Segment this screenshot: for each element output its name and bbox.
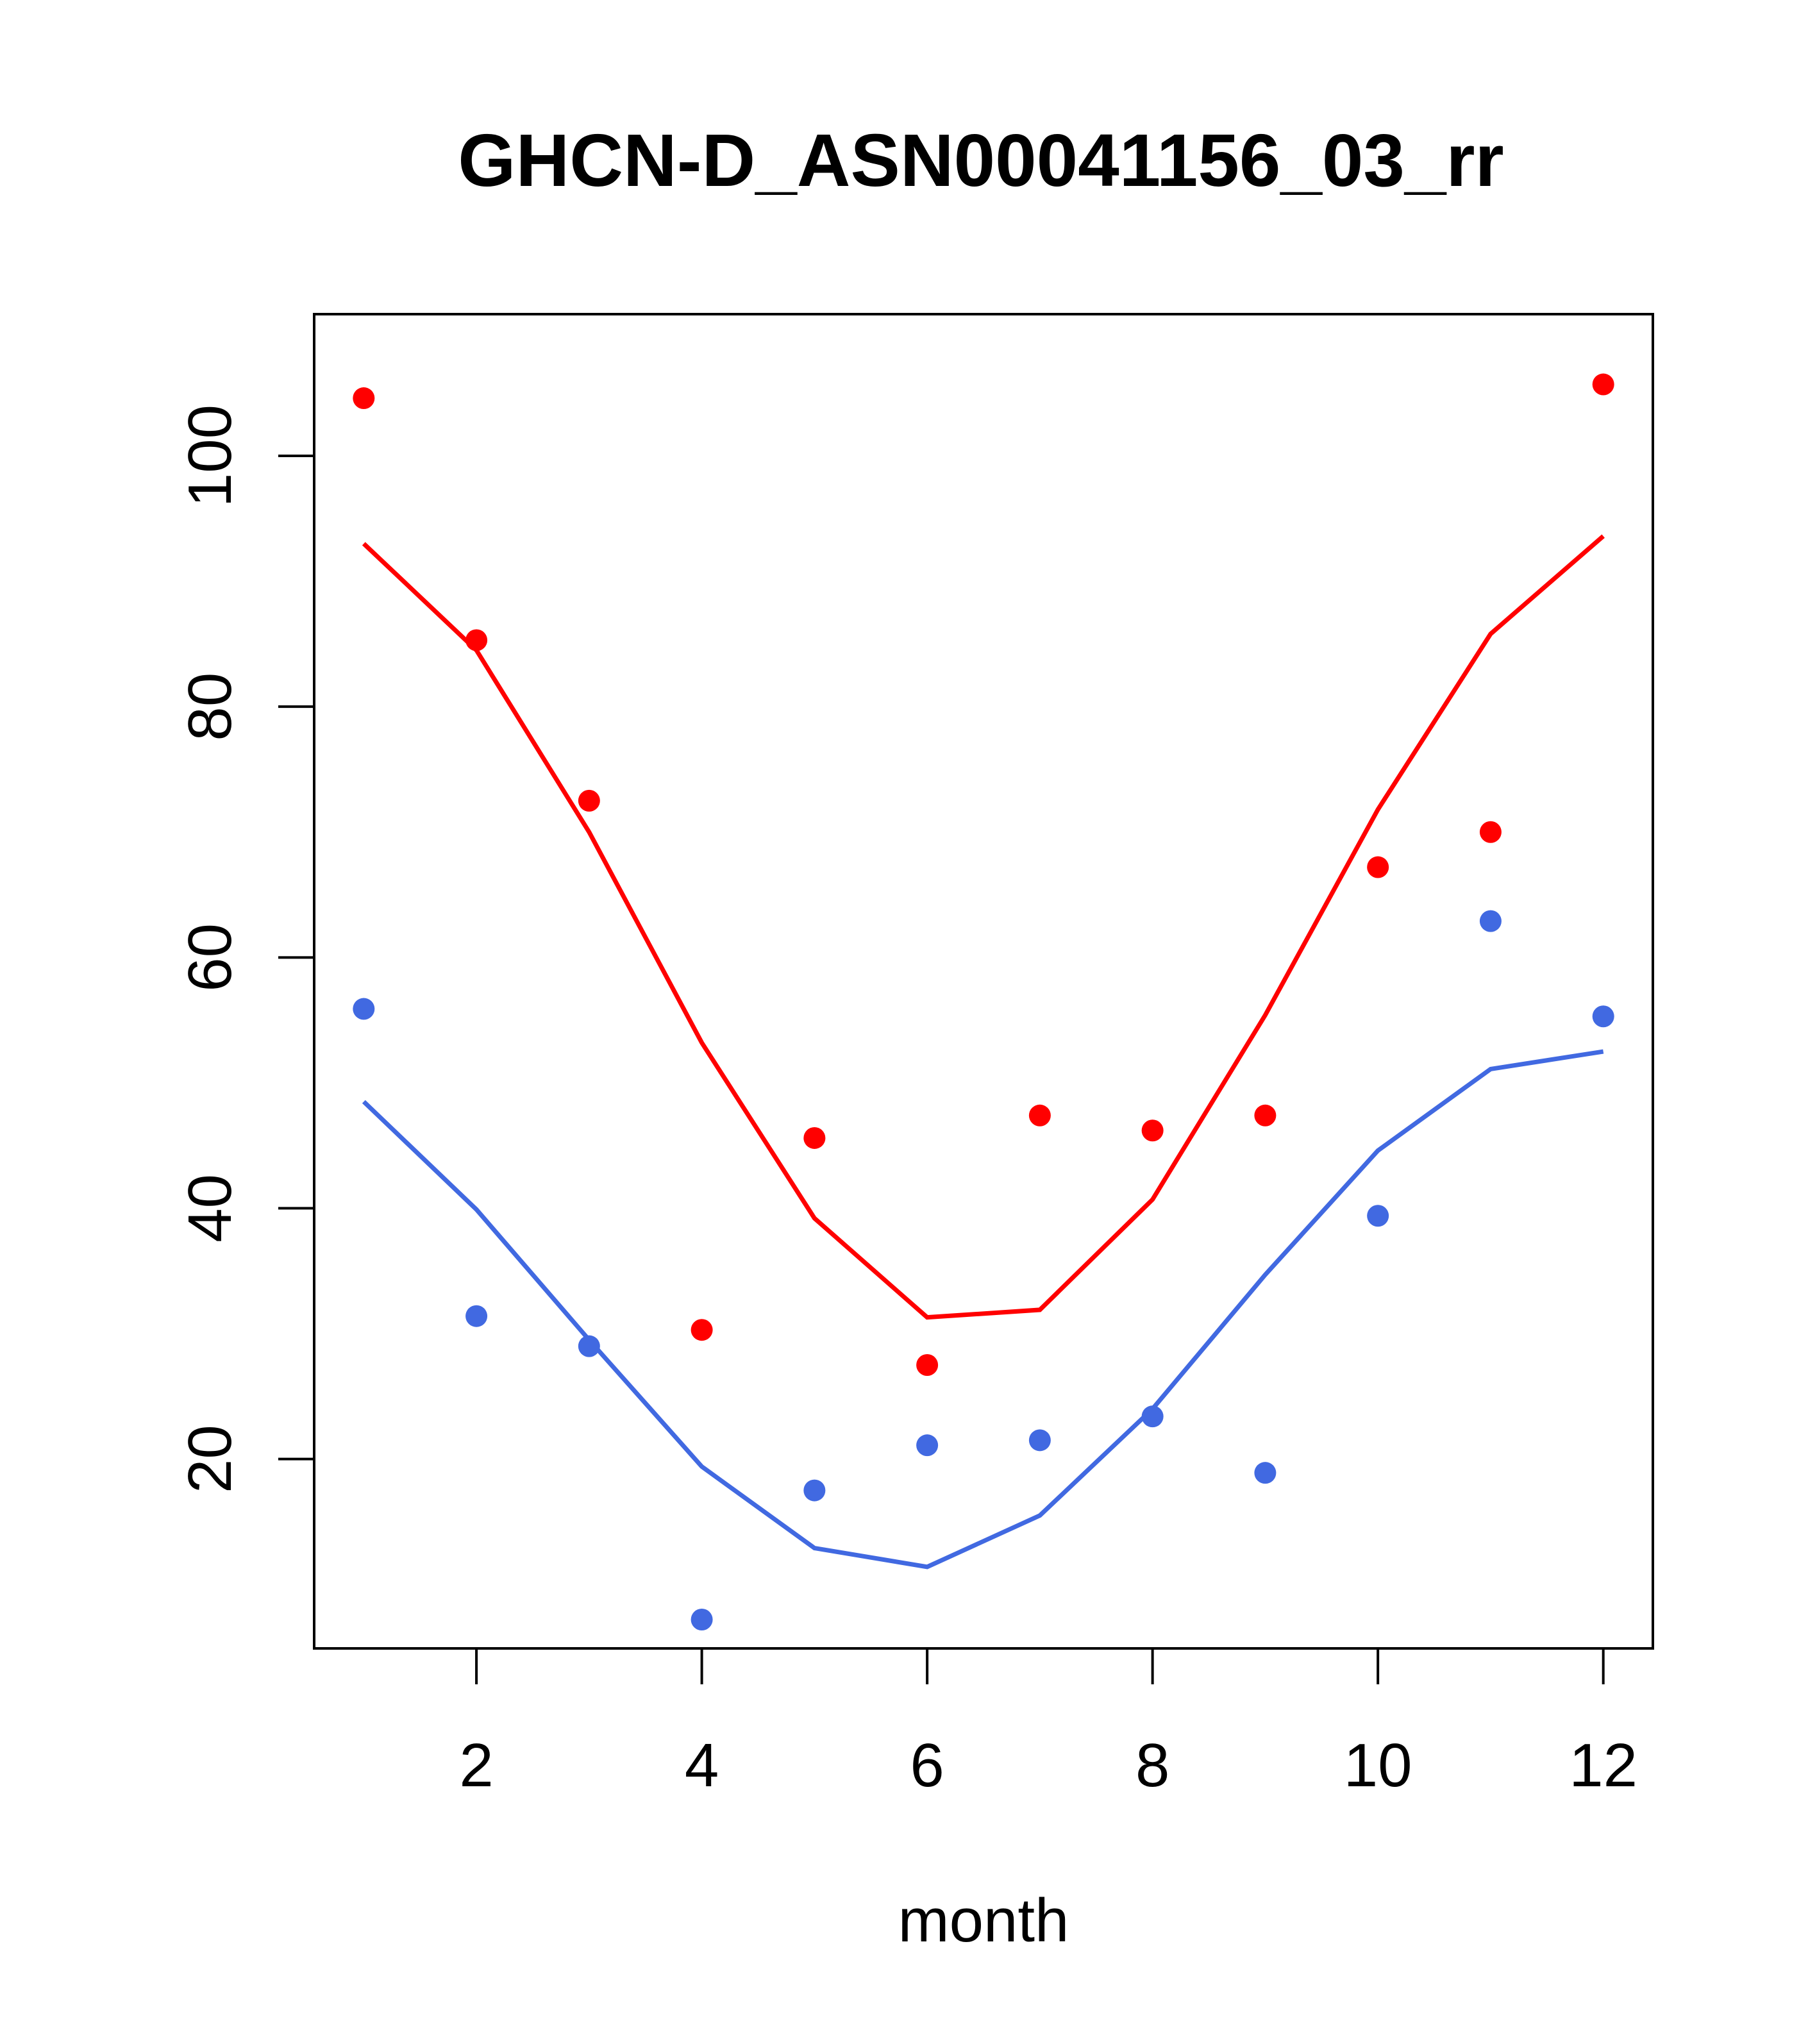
x-tick-label: 4: [685, 1731, 719, 1800]
series-2-point: [1141, 1405, 1164, 1428]
series-2-line: [362, 1049, 1604, 1570]
series-1-line: [362, 534, 1605, 1320]
series-1-point: [1592, 373, 1614, 396]
series-2-point: [353, 998, 375, 1020]
series-1-point: [1254, 1104, 1277, 1127]
y-tick-label: 100: [176, 405, 244, 507]
series-2: [353, 910, 1614, 1631]
series-1: [353, 373, 1614, 1376]
chart-title: GHCN-D_ASN00041156_03_rr: [458, 119, 1503, 202]
x-tick-label: 2: [459, 1731, 493, 1800]
series-2-point: [916, 1434, 939, 1457]
series-1-point: [1141, 1119, 1164, 1142]
series-2-point: [1028, 1429, 1051, 1452]
series-2-point: [1479, 910, 1502, 932]
series-2-point: [465, 1305, 488, 1327]
series-2-point: [1592, 1005, 1614, 1028]
x-tick-label: 6: [910, 1731, 944, 1800]
series-layer: [353, 373, 1614, 1631]
series-1-point: [578, 789, 600, 812]
y-tick-label: 60: [176, 923, 244, 992]
x-tick-label: 12: [1569, 1731, 1637, 1800]
y-tick-label: 20: [176, 1425, 244, 1493]
y-axis: 20 40 60 80 100: [176, 405, 315, 1493]
series-2-point: [803, 1479, 826, 1502]
series-2-point: [1367, 1205, 1389, 1227]
series-2-point: [1254, 1462, 1277, 1484]
x-axis-label: month: [898, 1886, 1069, 1955]
series-1-point: [1479, 821, 1502, 843]
series-2-point: [578, 1335, 600, 1357]
series-1-point: [691, 1319, 713, 1341]
series-1-point: [916, 1353, 939, 1376]
x-tick-label: 10: [1344, 1731, 1412, 1800]
series-1-point: [1367, 856, 1389, 878]
series-1-point: [803, 1127, 826, 1149]
series-2-point: [691, 1609, 713, 1631]
series-1-point: [465, 629, 488, 651]
y-tick-label: 80: [176, 673, 244, 741]
y-tick-label: 40: [176, 1174, 244, 1243]
x-tick-label: 8: [1135, 1731, 1169, 1800]
x-axis: 2 4 6 8 10 12: [459, 1647, 1637, 1800]
series-1-point: [1028, 1104, 1051, 1127]
plot-frame: [313, 313, 1654, 1650]
series-1-point: [353, 387, 375, 410]
